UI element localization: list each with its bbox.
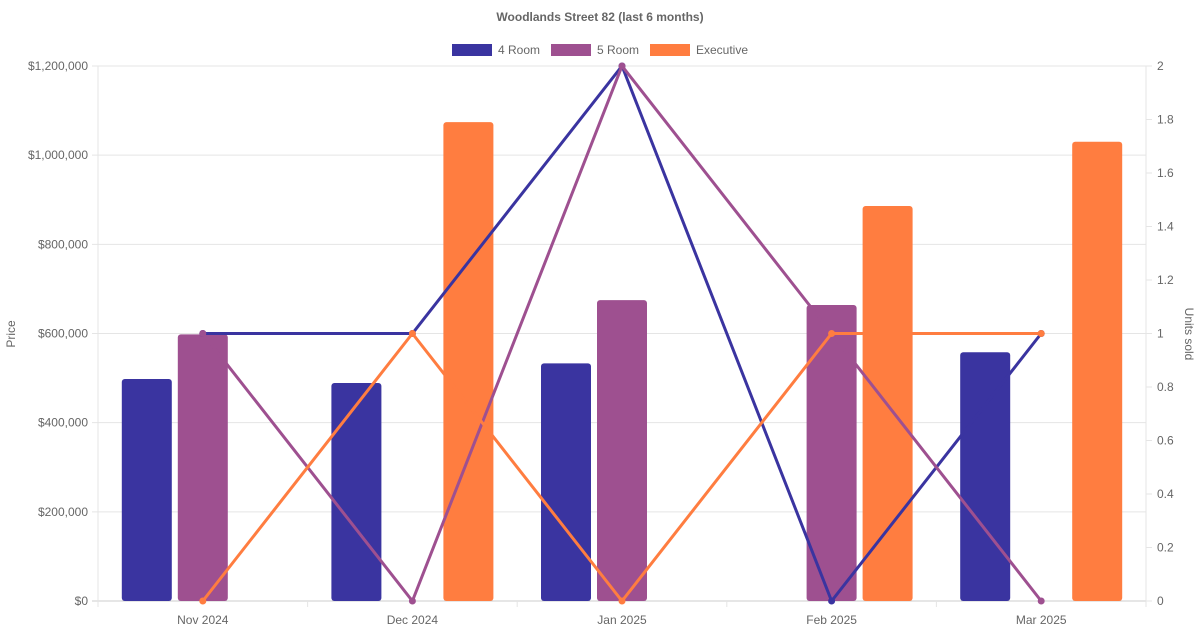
x-tick-label: Dec 2024	[387, 613, 439, 627]
y2-tick-label: 0	[1157, 594, 1164, 608]
y2-tick-label: 2	[1157, 59, 1164, 73]
x-tick-label: Mar 2025	[1016, 613, 1067, 627]
bar-5-room	[177, 334, 228, 601]
y2-tick-label: 1.6	[1157, 166, 1174, 180]
y2-tick-label: 1.2	[1157, 273, 1174, 287]
y2-tick-label: 0.2	[1157, 541, 1174, 555]
y2-tick-label: 0.6	[1157, 434, 1174, 448]
bar-4-room	[960, 352, 1011, 601]
legend-swatch	[551, 44, 591, 56]
y-tick-label: $400,000	[38, 416, 88, 430]
bar-4-room	[541, 363, 591, 601]
y2-tick-label: 0.4	[1157, 487, 1174, 501]
point	[618, 62, 626, 70]
y-tick-label: $1,000,000	[28, 148, 88, 162]
point	[408, 330, 416, 337]
legend-label: 5 Room	[597, 43, 639, 57]
y-tick-label: $200,000	[38, 505, 88, 519]
y-tick-label: $800,000	[38, 237, 88, 251]
lines	[199, 62, 1045, 605]
x-tick-label: Jan 2025	[597, 613, 647, 627]
legend-swatch	[452, 44, 492, 56]
point	[828, 330, 836, 337]
legend-label: Executive	[696, 43, 748, 57]
point	[1037, 597, 1045, 605]
legend-label: 4 Room	[498, 43, 540, 57]
chart-title: Woodlands Street 82 (last 6 months)	[496, 10, 703, 24]
x-tick-label: Feb 2025	[806, 613, 857, 627]
point	[828, 597, 836, 605]
legend: 4 Room 5 Room Executive	[452, 43, 748, 57]
y-tick-label: $600,000	[38, 327, 88, 341]
y2-axis-label: Units sold	[1182, 308, 1196, 361]
bars	[121, 122, 1123, 602]
point	[618, 597, 626, 605]
y2-tick-label: 1.4	[1157, 220, 1174, 234]
point	[1037, 330, 1045, 337]
bar-4-room	[331, 382, 382, 601]
y2-tick-label: 1.8	[1157, 113, 1174, 127]
y2-tick-label: 1	[1157, 327, 1164, 341]
y-tick-label: $1,200,000	[28, 59, 88, 73]
y-axis-label: Price	[4, 320, 18, 348]
x-tick-label: Nov 2024	[177, 613, 229, 627]
point	[408, 597, 416, 605]
y-tick-label: $0	[75, 594, 89, 608]
bar-executive	[1072, 141, 1123, 601]
grid: $0 $200,000 $400,000 $600,000 $800,000 $1,000…	[28, 59, 1174, 627]
bar-executive	[443, 122, 494, 602]
bar-4-room	[121, 378, 172, 601]
legend-swatch	[650, 44, 690, 56]
bar-5-room	[597, 300, 647, 601]
y2-tick-label: 0.8	[1157, 380, 1174, 394]
point	[199, 597, 207, 605]
point	[199, 330, 207, 337]
bar-5-room	[806, 304, 857, 601]
